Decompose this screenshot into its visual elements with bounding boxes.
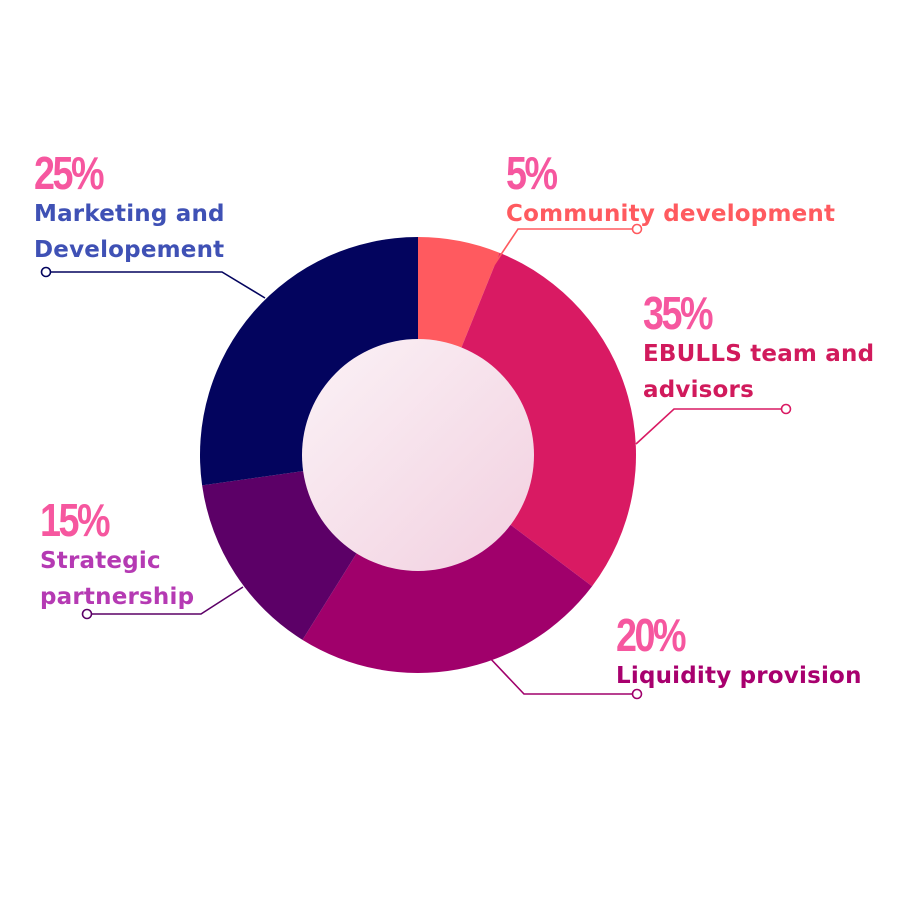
leader-line-marketing <box>48 271 266 299</box>
callout-liquidity: 20% Liquidity provision <box>616 612 862 694</box>
leader-line-liquidity <box>487 655 636 695</box>
leader-line-community <box>491 228 636 269</box>
callout-ebulls: 35% EBULLS team and advisors <box>643 290 874 408</box>
slice-name-label: Developement <box>34 237 225 263</box>
leader-end-dot-strategic <box>81 608 93 620</box>
leader-end-dot-marketing <box>40 266 52 278</box>
callout-marketing: 25% Marketing and Developement <box>34 150 225 268</box>
slice-name-label: EBULLS team and <box>643 341 875 367</box>
slice-name-label: Strategic <box>40 548 161 574</box>
slice-percent-label: 20% <box>616 609 687 661</box>
callout-strategic: 15% Strategic partnership <box>40 497 194 615</box>
slice-percent-label: 25% <box>34 147 105 199</box>
slice-name-label: Marketing and <box>34 201 225 227</box>
donut-inner-circle <box>302 339 534 571</box>
leader-end-dot-liquidity <box>631 688 643 700</box>
leader-line-ebulls <box>635 408 785 445</box>
slice-percent-label: 5% <box>506 147 558 199</box>
callout-community: 5% Community development <box>506 150 835 232</box>
slice-percent-label: 35% <box>643 287 714 339</box>
slice-name-label: partnership <box>40 584 195 610</box>
slice-name-label: advisors <box>643 377 754 403</box>
callout-leader-lines <box>40 223 792 700</box>
leader-line-strategic <box>89 586 244 615</box>
leader-end-dot-ebulls <box>780 403 792 415</box>
slice-percent-label: 15% <box>40 494 111 546</box>
slice-name-label: Community development <box>506 201 836 227</box>
leader-end-dot-community <box>631 223 643 235</box>
slice-name-label: Liquidity provision <box>616 663 862 689</box>
